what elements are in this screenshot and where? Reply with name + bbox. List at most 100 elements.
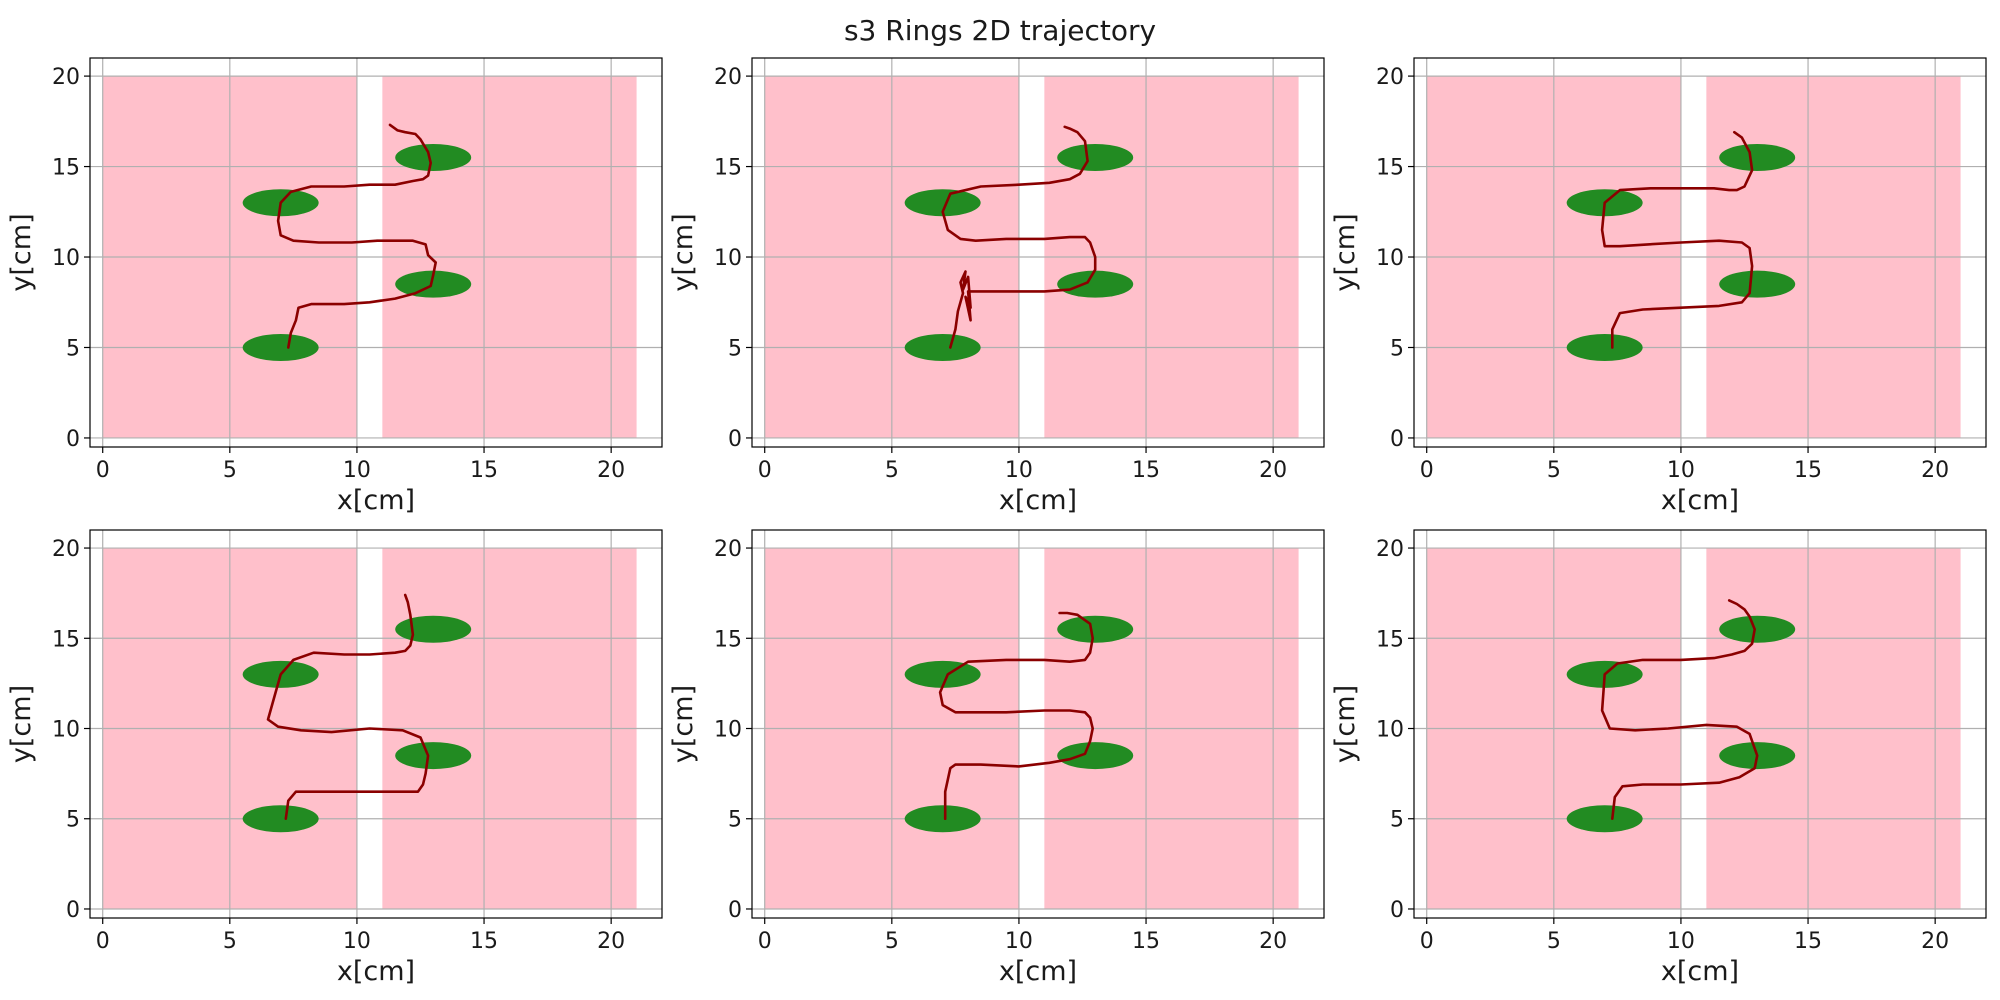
x-tick-label: 0 [758, 458, 772, 483]
ring-4 [1719, 615, 1796, 643]
x-tick-label: 15 [1132, 458, 1160, 483]
ring-4 [1719, 144, 1796, 172]
subplot-4: 0 5 10 15 20 0 5 10 15 20 x[cm] y[cm] [6, 529, 663, 987]
ring-2 [1719, 270, 1796, 298]
y-tick-label: 5 [728, 808, 742, 833]
subplot-3: 0 5 10 15 20 0 5 10 15 20 x[cm] y[cm] [1330, 57, 1987, 516]
x-axis-label: x[cm] [337, 485, 415, 516]
y-tick-label: 0 [1390, 427, 1404, 452]
x-axis-label: x[cm] [337, 956, 415, 987]
trajectory-line [1600, 130, 1754, 349]
y-tick-label: 20 [1376, 65, 1404, 90]
axes-frame [89, 57, 663, 448]
subplot-5: 0 5 10 15 20 0 5 10 15 20 x[cm] y[cm] [668, 529, 1325, 987]
y-tick-label: 10 [52, 718, 80, 743]
ring-2 [395, 742, 472, 770]
x-tick-label: 15 [470, 458, 498, 483]
y-tick-label: 15 [1376, 627, 1404, 652]
y-tick-label: 10 [52, 246, 80, 271]
subplot-2: 0 5 10 15 20 0 5 10 15 20 x[cm] y[cm] [668, 57, 1325, 516]
ring-2 [1057, 742, 1134, 770]
ring-3 [904, 189, 981, 217]
trajectory-line [276, 123, 437, 349]
y-tick-label: 20 [714, 65, 742, 90]
x-tick-label: 10 [1667, 929, 1695, 954]
x-tick-label: 10 [343, 458, 371, 483]
ring-3 [904, 660, 981, 688]
x-axis-label: x[cm] [999, 956, 1077, 987]
axes-frame [1413, 57, 1987, 448]
ring-2 [1057, 270, 1134, 298]
y-axis-label: y[cm] [668, 685, 699, 763]
axes-frame [751, 529, 1325, 919]
y-tick-label: 0 [728, 898, 742, 923]
y-tick-label: 20 [714, 537, 742, 562]
x-tick-label: 0 [758, 929, 772, 954]
y-tick-label: 5 [728, 336, 742, 361]
subplot-6: 0 5 10 15 20 0 5 10 15 20 x[cm] y[cm] [1330, 529, 1987, 987]
y-tick-label: 20 [52, 537, 80, 562]
x-tick-label: 20 [1921, 458, 1949, 483]
y-tick-label: 10 [1376, 246, 1404, 271]
y-tick-label: 15 [52, 627, 80, 652]
trajectory-line [941, 125, 1097, 349]
x-tick-label: 5 [885, 929, 899, 954]
y-tick-label: 10 [714, 246, 742, 271]
x-tick-label: 5 [1547, 929, 1561, 954]
y-axis-label: y[cm] [1330, 213, 1361, 291]
y-tick-label: 5 [1390, 336, 1404, 361]
x-tick-label: 20 [1259, 458, 1287, 483]
y-tick-label: 5 [66, 808, 80, 833]
x-tick-label: 20 [1259, 929, 1287, 954]
ring-1 [904, 333, 981, 361]
x-tick-label: 0 [96, 929, 110, 954]
y-tick-label: 0 [66, 427, 80, 452]
x-axis-label: x[cm] [999, 485, 1077, 516]
y-axis-label: y[cm] [6, 685, 37, 763]
y-tick-label: 5 [1390, 808, 1404, 833]
y-tick-label: 0 [1390, 898, 1404, 923]
y-tick-label: 10 [714, 718, 742, 743]
x-tick-label: 15 [1132, 929, 1160, 954]
ring-4 [1057, 615, 1134, 643]
y-axis-label: y[cm] [6, 213, 37, 291]
ring-4 [395, 144, 472, 172]
x-tick-label: 0 [96, 458, 110, 483]
y-tick-label: 5 [66, 336, 80, 361]
trajectory-line [1600, 599, 1759, 820]
ring-1 [242, 333, 319, 361]
axes-frame [89, 529, 663, 919]
ring-2 [395, 270, 472, 298]
x-axis-label: x[cm] [1661, 485, 1739, 516]
x-tick-label: 15 [1794, 929, 1822, 954]
y-axis-label: y[cm] [1330, 685, 1361, 763]
x-tick-label: 20 [597, 929, 625, 954]
axes-frame [1413, 529, 1987, 919]
y-tick-label: 15 [1376, 156, 1404, 181]
axes-frame [751, 57, 1325, 448]
trajectory-line [938, 611, 1094, 820]
ring-4 [395, 615, 472, 643]
x-tick-label: 5 [223, 929, 237, 954]
ring-1 [1566, 333, 1643, 361]
x-tick-label: 5 [1547, 458, 1561, 483]
x-tick-label: 0 [1420, 929, 1434, 954]
ring-4 [1057, 144, 1134, 172]
y-tick-label: 15 [714, 627, 742, 652]
x-tick-label: 15 [1794, 458, 1822, 483]
subplot-1: 0 5 10 15 20 0 5 10 15 20 x[cm] y[cm] [6, 57, 663, 516]
x-tick-label: 5 [223, 458, 237, 483]
x-tick-label: 10 [1005, 929, 1033, 954]
ring-1 [1566, 805, 1643, 833]
ring-1 [904, 805, 981, 833]
x-tick-label: 15 [470, 929, 498, 954]
x-tick-label: 5 [885, 458, 899, 483]
x-tick-label: 20 [1921, 929, 1949, 954]
x-tick-label: 10 [343, 929, 371, 954]
trajectory-line [266, 593, 430, 820]
y-tick-label: 0 [728, 427, 742, 452]
figure-title: s3 Rings 2D trajectory [843, 14, 1157, 47]
y-tick-label: 20 [1376, 537, 1404, 562]
y-tick-label: 10 [1376, 718, 1404, 743]
